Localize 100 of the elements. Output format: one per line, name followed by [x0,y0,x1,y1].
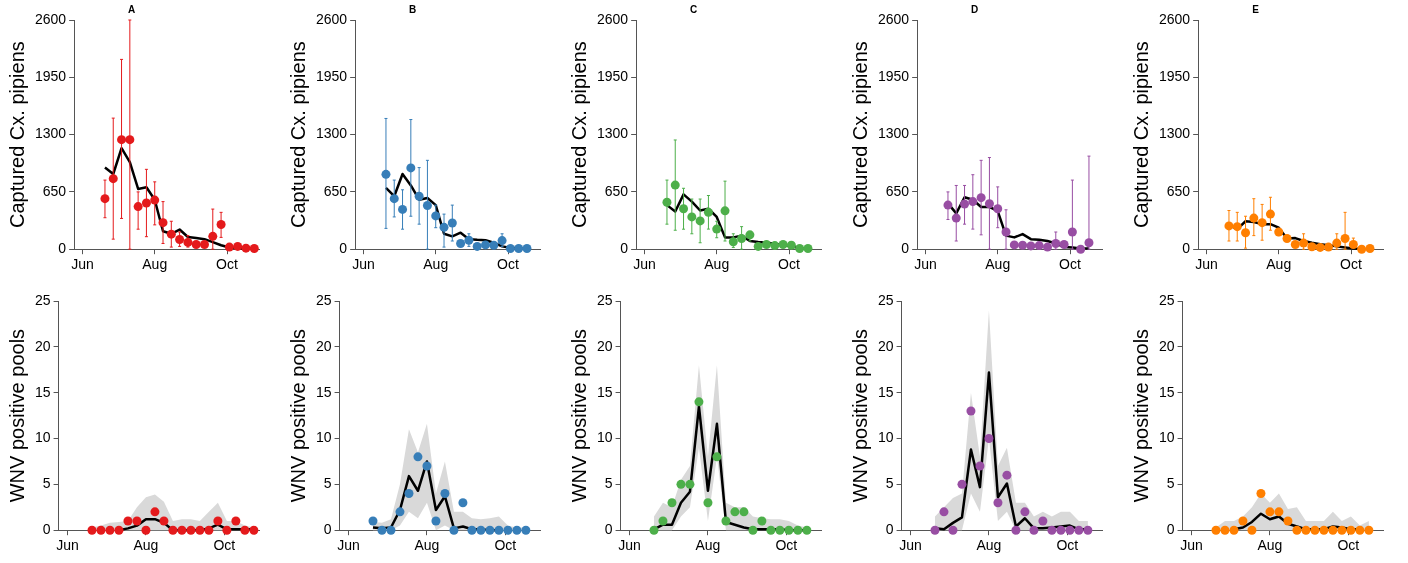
point [472,241,482,251]
point [1047,525,1057,535]
x-tick-label: Oct [213,537,236,554]
point [458,498,468,508]
point [422,461,432,471]
point [1365,244,1375,253]
y-tick-label: 25 [34,291,51,308]
point [485,525,495,535]
point [658,516,668,526]
y-tick-label: 2600 [315,10,348,27]
x-tick-label: Jun [352,256,375,273]
x-tick-label: Oct [216,256,238,273]
x-tick-label: Aug [1257,537,1283,554]
point [512,525,522,535]
point [199,240,209,250]
y-tick-label: 650 [323,182,348,199]
y-tick-label: 650 [604,182,629,199]
point [494,525,504,535]
y-tick-label: 0 [58,240,67,257]
point [1315,242,1325,252]
y-tick-label: 0 [901,240,910,257]
point [930,525,940,535]
x-tick-label: Oct [1056,537,1079,554]
y-tick-label: 0 [1166,521,1175,538]
point [476,525,486,535]
point [712,452,722,462]
point [241,243,251,253]
point [966,406,976,416]
point [1307,242,1317,252]
point [1059,240,1069,250]
y-tick-label: 1300 [877,125,910,142]
point [1056,525,1066,535]
y-tick-label: 20 [1158,337,1175,354]
point [456,238,466,248]
y-axis-title: Captured Cx. pipiens [567,41,590,228]
point [1020,507,1030,517]
y-tick-label: 10 [596,429,613,446]
point [778,240,788,250]
point [1011,525,1021,535]
point [467,525,477,535]
point [489,240,499,250]
y-tick-label: 5 [1166,475,1175,492]
x-tick-label: Oct [1059,256,1081,273]
y-tick-label: 25 [1158,291,1175,308]
point [685,479,695,489]
y-tick-label: 1950 [34,68,67,85]
point [514,244,524,253]
y-tick-label: 0 [339,240,348,257]
point [753,241,763,251]
chart-title: C [689,3,698,15]
point [1290,240,1300,250]
y-tick-label: 0 [620,240,629,257]
point [1074,525,1084,535]
point [803,244,813,253]
point [224,242,234,252]
y-tick-label: 1300 [1158,125,1191,142]
point [730,507,740,517]
point [739,507,749,517]
y-tick-label: 1300 [315,125,348,142]
x-tick-label: Jun [618,537,641,554]
y-tick-label: 5 [604,475,613,492]
point [1076,244,1086,254]
point [503,525,513,535]
y-tick-label: 0 [604,521,613,538]
x-tick-label: Aug [423,256,449,273]
y-tick-label: 20 [34,337,51,354]
y-axis-title: Captured Cx. pipiens [5,41,28,228]
x-tick-label: Jun [337,537,360,554]
point [386,525,396,535]
x-tick-label: Oct [775,537,798,554]
y-tick-label: 10 [1158,429,1175,446]
x-tick-label: Oct [1340,256,1362,273]
point [1042,242,1052,252]
y-tick-label: 0 [42,521,51,538]
y-axis-title: Captured Cx. pipiens [1129,41,1152,228]
point [975,461,985,471]
y-tick-label: 5 [885,475,894,492]
y-tick-label: 2600 [34,10,67,27]
point [770,241,780,251]
x-tick-label: Oct [778,256,800,273]
x-tick-label: Oct [1337,537,1360,554]
point [449,525,459,535]
point [431,516,441,526]
chart-title: B [408,3,417,15]
y-tick-label: 0 [1182,240,1191,257]
x-tick-label: Jun [633,256,656,273]
point [948,525,958,535]
point [1038,516,1048,526]
x-tick-label: Oct [497,256,519,273]
y-tick-label: 5 [42,475,51,492]
point [721,516,731,526]
y-axis-title: WNV positive pools [1129,328,1152,503]
y-tick-label: 0 [323,521,332,538]
chart-title: E [1252,3,1260,15]
point [939,507,949,517]
point [1009,240,1019,250]
x-tick-label: Aug [133,537,159,554]
chart-title: D [970,3,979,15]
point [786,240,796,250]
point [1323,242,1333,252]
